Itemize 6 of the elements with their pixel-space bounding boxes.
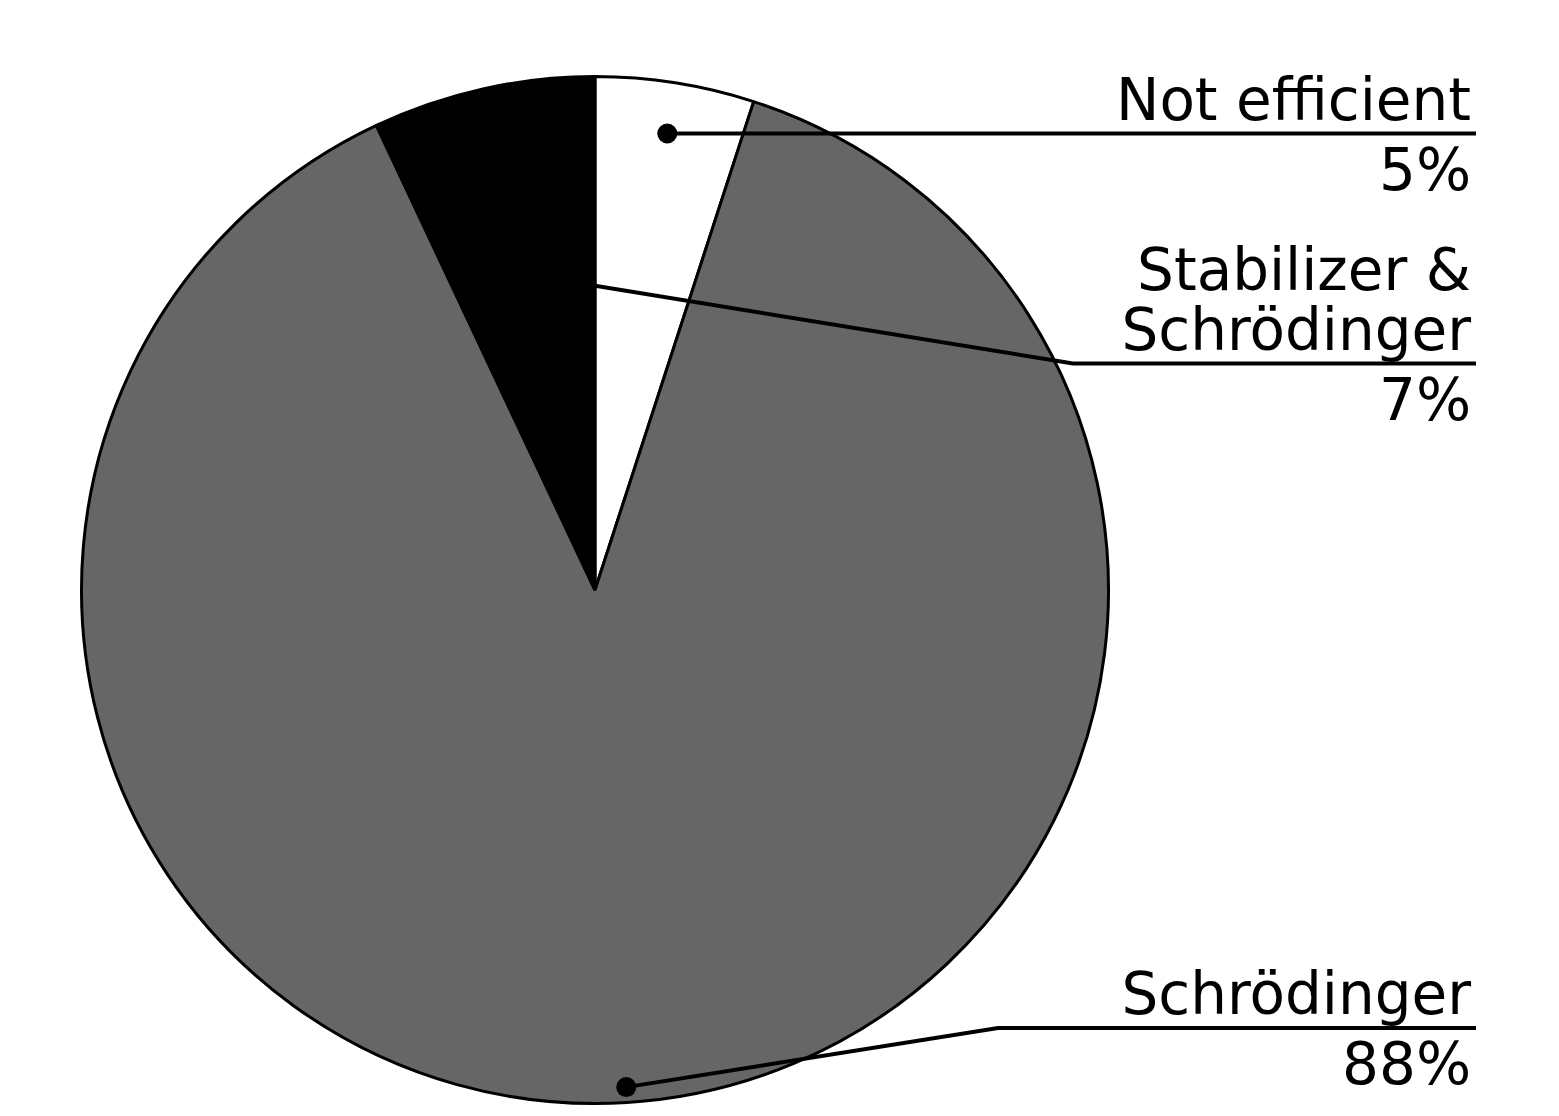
slice-label: Not efficient bbox=[1116, 65, 1471, 134]
slice-label: Schrödinger bbox=[1121, 960, 1472, 1028]
data-label: 7% bbox=[1378, 365, 1471, 434]
slice-label: Stabilizer & Schrödinger bbox=[1121, 235, 1472, 364]
data-label: 88% bbox=[1342, 1030, 1471, 1099]
data-label: 5% bbox=[1378, 135, 1471, 204]
